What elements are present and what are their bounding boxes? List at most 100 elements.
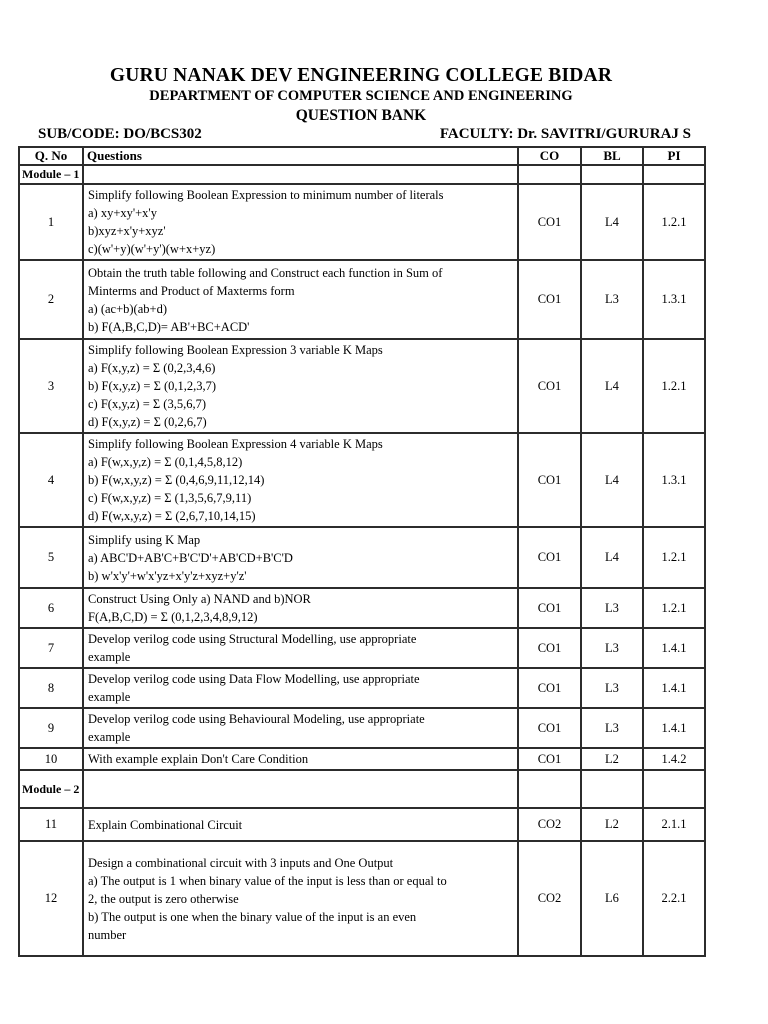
question-row: 2 Obtain the truth table following and Co… [18, 259, 706, 340]
co-cell: CO1 [517, 587, 582, 629]
empty-cell [642, 769, 706, 809]
co-cell: CO1 [517, 627, 582, 669]
pi-cell: 1.2.1 [642, 338, 706, 434]
module-row: Module – 1 [18, 164, 706, 185]
question-row: 11 Explain Combinational Circuit CO2 L2 2.1.… [18, 807, 706, 842]
empty-cell [517, 769, 582, 809]
page-content: GURU NANAK DEV ENGINEERING COLLEGE BIDAR… [18, 64, 706, 957]
question-text-cell: Explain Combinational Circuit [82, 807, 519, 842]
question-line: Simplify following Boolean Expression 3 … [88, 343, 383, 357]
bl-cell: L3 [580, 667, 644, 709]
question-line: b)xyz+x'y+xyz' [88, 224, 166, 238]
question-line: example [88, 730, 131, 744]
co-cell: CO1 [517, 747, 582, 771]
co-cell: CO1 [517, 338, 582, 434]
pi-cell: 1.3.1 [642, 259, 706, 340]
question-number-cell: 6 [18, 587, 84, 629]
question-line: b) F(A,B,C,D)= AB'+BC+ACD' [88, 319, 250, 334]
question-text-cell: Develop verilog code using Structural Mo… [82, 627, 519, 669]
bl-cell: L3 [580, 259, 644, 340]
question-row: 3 Simplify following Boolean Expression 3… [18, 338, 706, 434]
question-number-cell: 9 [18, 707, 84, 749]
question-row: 8 Develop verilog code using Data Flow Mo… [18, 667, 706, 709]
module-label: Module – 1 [18, 164, 84, 185]
question-number-cell: 5 [18, 526, 84, 589]
question-line: Simplify following Boolean Expression 4 … [88, 437, 383, 451]
question-number-cell: 4 [18, 432, 84, 528]
college-name: GURU NANAK DEV ENGINEERING COLLEGE BIDAR [109, 65, 613, 86]
empty-cell [580, 769, 644, 809]
question-number-cell: 11 [18, 807, 84, 842]
pi-cell: 1.4.2 [642, 747, 706, 771]
co-cell: CO1 [517, 707, 582, 749]
question-line: Design a combinational circuit with 3 in… [88, 855, 394, 870]
question-table-body: Module – 1 1 Simplify following Boolean Ex… [18, 164, 706, 957]
co-cell: CO1 [517, 526, 582, 589]
question-row: 1 Simplify following Boolean Expression t… [18, 183, 706, 261]
question-text-cell: Simplify following Boolean Expression 3 … [82, 338, 519, 434]
module-label: Module – 2 [18, 769, 84, 809]
question-line: c) F(x,y,z) = Σ (3,5,6,7) [88, 397, 206, 411]
bl-cell: L3 [580, 627, 644, 669]
co-cell: CO2 [517, 807, 582, 842]
bl-cell: L3 [580, 707, 644, 749]
question-text-cell: Simplify using K Map a) ABC'D+AB'C+B'C'D'… [82, 526, 519, 589]
question-line: example [88, 650, 131, 664]
question-line: a) F(x,y,z) = Σ (0,2,3,4,6) [88, 361, 216, 375]
question-line: Obtain the truth table following and Con… [88, 265, 443, 280]
question-line: a) F(w,x,y,z) = Σ (0,1,4,5,8,12) [88, 455, 243, 469]
question-line: a) (ac+b)(ab+d) [88, 301, 167, 316]
question-text-cell: Obtain the truth table following and Con… [82, 259, 519, 340]
column-header-qno: Q. No [18, 146, 84, 166]
question-line: Develop verilog code using Structural Mo… [88, 632, 417, 646]
question-number-cell: 2 [18, 259, 84, 340]
question-line: Develop verilog code using Data Flow Mod… [88, 672, 420, 686]
question-line: c)(w'+y)(w'+y')(w+x+yz) [88, 242, 216, 256]
column-header-co: CO [517, 146, 582, 166]
question-line: Minterms and Product of Maxterms form [88, 283, 295, 298]
question-line: b) F(w,x,y,z) = Σ (0,4,6,9,11,12,14) [88, 473, 265, 487]
question-text-cell: Design a combinational circuit with 3 in… [82, 840, 519, 957]
empty-cell [580, 164, 644, 185]
empty-cell [82, 164, 519, 185]
pi-cell: 1.2.1 [642, 587, 706, 629]
question-line: F(A,B,C,D) = Σ (0,1,2,3,4,8,9,12) [88, 610, 258, 624]
co-cell: CO1 [517, 667, 582, 709]
question-row: 9 Develop verilog code using Behavioural … [18, 707, 706, 749]
question-line: number [88, 927, 127, 942]
question-text-cell: Construct Using Only a) NAND and b)NOR F(… [82, 587, 519, 629]
question-line: d) F(w,x,y,z) = Σ (2,6,7,10,14,15) [88, 509, 256, 523]
column-header-bl: BL [580, 146, 644, 166]
question-line: c) F(w,x,y,z) = Σ (1,3,5,6,7,9,11) [88, 491, 252, 505]
bl-cell: L4 [580, 432, 644, 528]
question-number-cell: 10 [18, 747, 84, 771]
question-line: a) The output is 1 when binary value of … [88, 873, 447, 888]
department-name: DEPARTMENT OF COMPUTER SCIENCE AND ENGIN… [149, 88, 573, 104]
pi-cell: 1.2.1 [642, 183, 706, 261]
question-row: 6 Construct Using Only a) NAND and b)NOR F… [18, 587, 706, 629]
pi-cell: 2.1.1 [642, 807, 706, 842]
question-line: Simplify following Boolean Expression to… [88, 188, 444, 202]
question-line: Explain Combinational Circuit [88, 817, 243, 832]
question-text-cell: Simplify following Boolean Expression 4 … [82, 432, 519, 528]
pi-cell: 2.2.1 [642, 840, 706, 957]
pi-cell: 1.4.1 [642, 707, 706, 749]
question-line: a) xy+xy'+x'y [88, 206, 157, 220]
table-header-row: Q. No Questions CO BL PI [18, 146, 706, 166]
bl-cell: L2 [580, 747, 644, 771]
question-line: With example explain Don't Care Conditio… [88, 752, 309, 766]
bl-cell: L4 [580, 183, 644, 261]
pi-cell: 1.4.1 [642, 667, 706, 709]
column-header-pi: PI [642, 146, 706, 166]
question-row: 10 With example explain Don't Care Condit… [18, 747, 706, 771]
co-cell: CO1 [517, 432, 582, 528]
question-line: 2, the output is zero otherwise [88, 891, 239, 906]
bl-cell: L6 [580, 840, 644, 957]
bl-cell: L2 [580, 807, 644, 842]
question-row: 5 Simplify using K Map a) ABC'D+AB'C+B'C'D… [18, 526, 706, 589]
co-cell: CO2 [517, 840, 582, 957]
question-text-cell: With example explain Don't Care Conditio… [82, 747, 519, 771]
bl-cell: L4 [580, 338, 644, 434]
pi-cell: 1.2.1 [642, 526, 706, 589]
bl-cell: L4 [580, 526, 644, 589]
